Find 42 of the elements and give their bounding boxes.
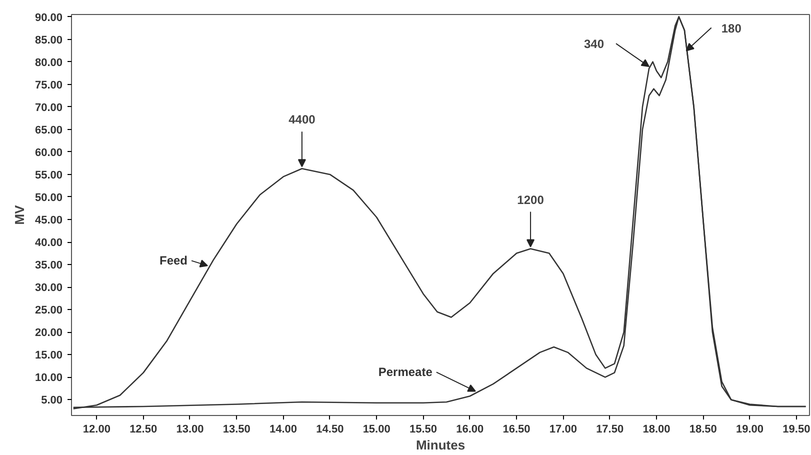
y-tick-label: 10.00	[34, 372, 63, 384]
y-tick-label: 70.00	[34, 102, 63, 114]
y-tick-label: 20.00	[34, 327, 63, 340]
y-tick-label: 60.00	[34, 146, 63, 159]
y-tick-label: 5.00	[41, 394, 63, 407]
x-axis-title: Minutes	[416, 438, 466, 452]
x-tick-label: 15.50	[409, 424, 438, 436]
x-tick-label: 17.00	[549, 424, 577, 436]
annotation: 4400	[288, 112, 316, 127]
y-tick-label: 30.00	[34, 282, 63, 294]
x-tick-label: 14.00	[270, 424, 298, 436]
y-tick-label: 80.00	[34, 56, 63, 69]
x-tick-label: 18.00	[642, 424, 670, 436]
x-tick-label: 16.00	[456, 424, 484, 436]
series-label: Feed	[160, 254, 188, 268]
x-tick-label: 19.00	[736, 424, 764, 436]
y-tick-label: 40.00	[34, 237, 63, 250]
y-tick-label: 15.00	[34, 350, 63, 362]
x-tick-label: 14.50	[316, 424, 344, 436]
y-tick-label: 45.00	[34, 214, 63, 227]
annotation: 180	[721, 21, 742, 36]
x-tick-label: 15.00	[362, 424, 390, 436]
y-tick-label: 55.00	[34, 169, 63, 182]
x-tick-label: 13.50	[222, 424, 250, 436]
y-tick-label: 65.00	[34, 124, 63, 136]
x-tick-label: 12.00	[82, 424, 110, 436]
x-tick-label: 13.00	[176, 424, 204, 436]
x-tick-label: 18.50	[689, 424, 717, 436]
annotation: 1200	[517, 192, 544, 207]
series-label: Permeate	[378, 365, 433, 380]
annotation: 340	[584, 37, 604, 52]
y-tick-label: 25.00	[34, 304, 63, 317]
x-tick-label: 19.50	[782, 424, 810, 436]
y-tick-label: 50.00	[34, 192, 63, 204]
y-axis-title: MV	[12, 204, 27, 225]
y-tick-label: 90.00	[34, 12, 63, 24]
x-tick-label: 17.50	[596, 424, 624, 436]
x-tick-label: 12.50	[130, 424, 158, 436]
y-tick-label: 75.00	[34, 79, 63, 92]
y-tick-label: 35.00	[34, 260, 63, 272]
x-tick-label: 16.50	[502, 424, 530, 436]
y-tick-label: 85.00	[34, 34, 63, 46]
